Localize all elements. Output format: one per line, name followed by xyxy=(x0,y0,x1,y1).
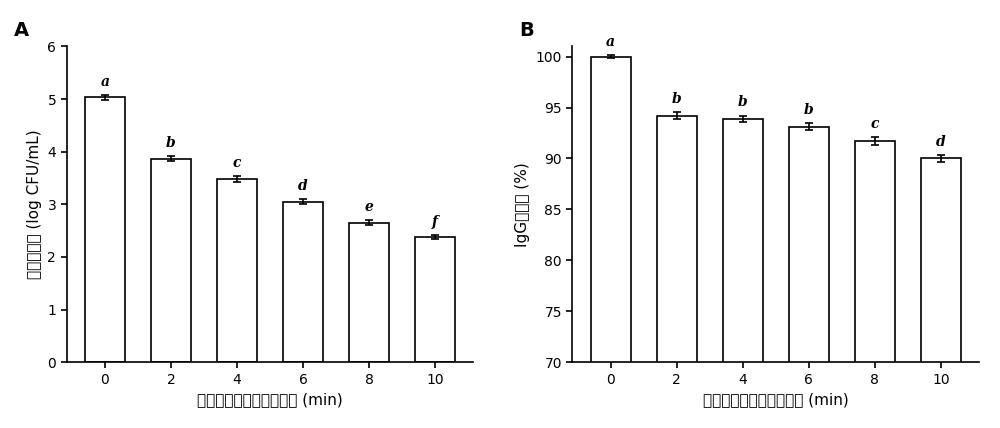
Text: b: b xyxy=(672,92,682,106)
Text: a: a xyxy=(100,74,109,89)
Text: d: d xyxy=(298,179,308,193)
Bar xyxy=(217,179,257,362)
Bar xyxy=(415,237,455,362)
Text: b: b xyxy=(738,95,748,110)
Bar xyxy=(151,158,191,362)
Bar xyxy=(591,56,631,428)
Bar xyxy=(723,119,763,428)
Bar xyxy=(85,98,125,362)
X-axis label: 高功率脉冲微波杆菌时间 (min): 高功率脉冲微波杆菌时间 (min) xyxy=(703,392,849,407)
Y-axis label: IgG保留率 (%): IgG保留率 (%) xyxy=(515,162,530,247)
Bar xyxy=(283,202,323,362)
Text: a: a xyxy=(606,35,615,49)
Bar xyxy=(349,223,389,362)
Text: c: c xyxy=(233,156,241,170)
Text: b: b xyxy=(166,136,176,149)
Y-axis label: 微生物数量 (log CFU/mL): 微生物数量 (log CFU/mL) xyxy=(27,130,42,279)
Text: b: b xyxy=(804,103,814,117)
Text: f: f xyxy=(432,214,438,229)
Text: B: B xyxy=(520,21,534,40)
Bar xyxy=(789,127,829,428)
Bar xyxy=(855,141,895,428)
Text: c: c xyxy=(871,117,879,131)
Bar xyxy=(921,158,961,428)
X-axis label: 高功率脉冲微波杆菌时间 (min): 高功率脉冲微波杆菌时间 (min) xyxy=(197,392,343,407)
Bar xyxy=(657,116,697,428)
Text: A: A xyxy=(14,21,29,40)
Text: d: d xyxy=(936,135,946,149)
Text: e: e xyxy=(365,200,373,214)
